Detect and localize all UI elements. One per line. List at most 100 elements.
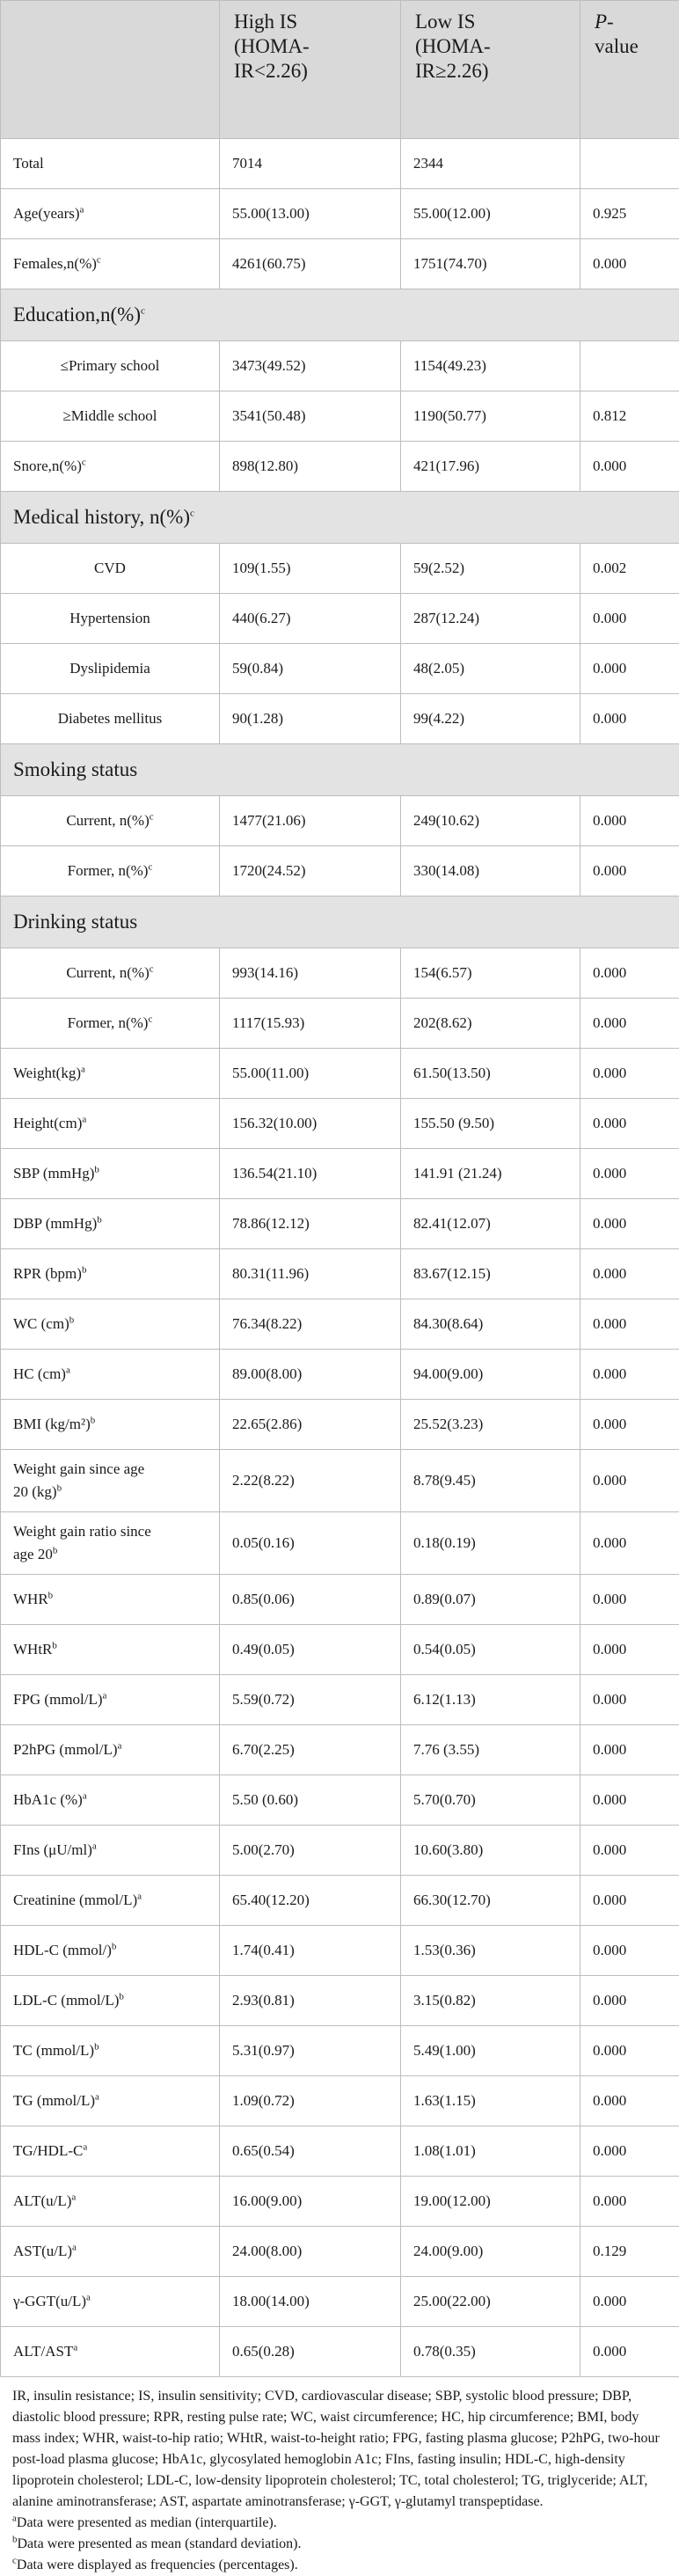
row-label: TG (mmol/L)a — [1, 2076, 220, 2126]
p-value: 0.000 — [580, 1675, 679, 1725]
p-value: 0.925 — [580, 189, 679, 239]
high-is-value: 65.40(12.20) — [220, 1876, 401, 1926]
high-is-value: 898(12.80) — [220, 442, 401, 492]
low-is-value: 83.67(12.15) — [401, 1249, 580, 1299]
low-is-value: 84.30(8.64) — [401, 1299, 580, 1350]
low-is-value: 3.15(0.82) — [401, 1976, 580, 2026]
row-label: Age(years)a — [1, 189, 220, 239]
high-is-value: 1720(24.52) — [220, 846, 401, 896]
high-is-value: 3473(49.52) — [220, 341, 401, 392]
p-value: 0.000 — [580, 948, 679, 999]
section-label: Smoking status — [1, 744, 679, 796]
high-is-value: 440(6.27) — [220, 594, 401, 644]
section-label: Medical history, n(%)c — [1, 492, 679, 544]
p-value: 0.000 — [580, 1826, 679, 1876]
row-label: Former, n(%)c — [1, 999, 220, 1049]
low-is-value: 1751(74.70) — [401, 239, 580, 289]
p-value: 0.000 — [580, 1725, 679, 1775]
row-label: TC (mmol/L)b — [1, 2026, 220, 2076]
row-label: HC (cm)a — [1, 1350, 220, 1400]
p-value: 0.002 — [580, 544, 679, 594]
row-label: WHRb — [1, 1575, 220, 1625]
row-label: WHtRb — [1, 1625, 220, 1675]
low-is-value: 19.00(12.00) — [401, 2177, 580, 2227]
row-label: FIns (μU/ml)a — [1, 1826, 220, 1876]
high-is-value: 6.70(2.25) — [220, 1725, 401, 1775]
section-row: Medical history, n(%)c — [1, 492, 679, 544]
p-value — [580, 341, 679, 392]
low-is-value: 1190(50.77) — [401, 392, 580, 442]
p-value: 0.000 — [580, 2126, 679, 2177]
p-value: 0.000 — [580, 1625, 679, 1675]
low-is-value: 25.00(22.00) — [401, 2277, 580, 2327]
p-value: 0.000 — [580, 644, 679, 694]
high-is-value: 90(1.28) — [220, 694, 401, 744]
row-label: AST(u/L)a — [1, 2227, 220, 2277]
row-label: Weight(kg)a — [1, 1049, 220, 1099]
p-value: 0.000 — [580, 846, 679, 896]
footnote-c: cData were displayed as frequencies (per… — [12, 2555, 667, 2576]
row-label: ALT(u/L)a — [1, 2177, 220, 2227]
row-label: LDL-C (mmol/L)b — [1, 1976, 220, 2026]
high-is-value: 0.65(0.54) — [220, 2126, 401, 2177]
row-label: Creatinine (mmol/L)a — [1, 1876, 220, 1926]
low-is-value: 24.00(9.00) — [401, 2227, 580, 2277]
section-label: Drinking status — [1, 896, 679, 948]
low-is-value: 61.50(13.50) — [401, 1049, 580, 1099]
low-is-value: 82.41(12.07) — [401, 1199, 580, 1249]
low-is-value: 59(2.52) — [401, 544, 580, 594]
high-is-value: 2.93(0.81) — [220, 1976, 401, 2026]
p-value: 0.000 — [580, 1199, 679, 1249]
p-value: 0.000 — [580, 2026, 679, 2076]
p-value: 0.129 — [580, 2227, 679, 2277]
high-is-value: 76.34(8.22) — [220, 1299, 401, 1350]
low-is-value: 99(4.22) — [401, 694, 580, 744]
row-label: HbA1c (%)a — [1, 1775, 220, 1826]
low-is-value: 0.78(0.35) — [401, 2327, 580, 2377]
p-value: 0.000 — [580, 2277, 679, 2327]
footnote-a: aData were presented as median (interqua… — [12, 2513, 667, 2534]
section-row: Smoking status — [1, 744, 679, 796]
p-value: 0.000 — [580, 1575, 679, 1625]
high-is-value: 0.65(0.28) — [220, 2327, 401, 2377]
p-value: 0.000 — [580, 1976, 679, 2026]
high-is-value: 1.74(0.41) — [220, 1926, 401, 1976]
p-value: 0.000 — [580, 1400, 679, 1450]
low-is-value: 6.12(1.13) — [401, 1675, 580, 1725]
row-label: Hypertension — [1, 594, 220, 644]
low-is-value: 66.30(12.70) — [401, 1876, 580, 1926]
row-label: Former, n(%)c — [1, 846, 220, 896]
low-is-value: 7.76 (3.55) — [401, 1725, 580, 1775]
high-is-value: 993(14.16) — [220, 948, 401, 999]
table-header-row: High IS (HOMA- IR<2.26) Low IS (HOMA- IR… — [1, 1, 679, 139]
high-is-value: 0.49(0.05) — [220, 1625, 401, 1675]
p-value: 0.000 — [580, 1099, 679, 1149]
high-is-value: 5.31(0.97) — [220, 2026, 401, 2076]
high-is-value: 156.32(10.00) — [220, 1099, 401, 1149]
row-label: Females,n(%)c — [1, 239, 220, 289]
p-value: 0.000 — [580, 2327, 679, 2377]
row-label: P2hPG (mmol/L)a — [1, 1725, 220, 1775]
high-is-value: 22.65(2.86) — [220, 1400, 401, 1450]
low-is-value: 141.91 (21.24) — [401, 1149, 580, 1199]
p-value: 0.812 — [580, 392, 679, 442]
high-is-value: 24.00(8.00) — [220, 2227, 401, 2277]
low-is-value: 154(6.57) — [401, 948, 580, 999]
low-is-value: 5.70(0.70) — [401, 1775, 580, 1826]
row-label: Dyslipidemia — [1, 644, 220, 694]
section-row: Education,n(%)c — [1, 289, 679, 341]
